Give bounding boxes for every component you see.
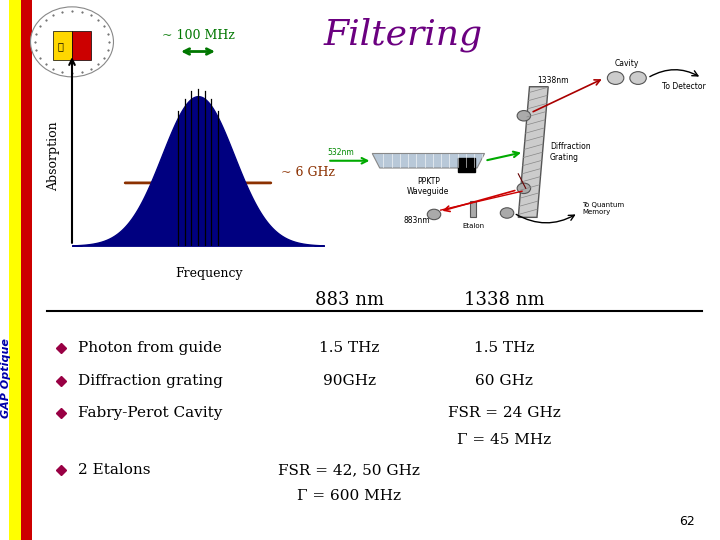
Polygon shape — [372, 153, 485, 168]
Bar — [459, 158, 475, 172]
Text: 883nm: 883nm — [404, 216, 431, 225]
Bar — [469, 201, 477, 217]
Text: 1.5 THz: 1.5 THz — [474, 341, 534, 355]
Circle shape — [517, 183, 531, 193]
Text: FSR = 24 GHz: FSR = 24 GHz — [448, 406, 560, 420]
Text: 532nm: 532nm — [328, 147, 354, 157]
Bar — [21, 0, 32, 540]
Text: 1338nm: 1338nm — [537, 77, 569, 85]
Text: GAP Optique: GAP Optique — [1, 338, 11, 418]
Text: 90GHz: 90GHz — [323, 374, 376, 388]
Polygon shape — [53, 31, 72, 60]
Polygon shape — [72, 31, 91, 60]
Text: Absorption: Absorption — [48, 121, 60, 191]
Text: Filtering: Filtering — [323, 18, 483, 52]
Polygon shape — [518, 87, 548, 217]
Text: To Quantum
Memory: To Quantum Memory — [582, 202, 624, 215]
Text: Photon from guide: Photon from guide — [78, 341, 222, 355]
Text: 1338 nm: 1338 nm — [464, 291, 544, 309]
Text: PPKTP
Waveguide: PPKTP Waveguide — [408, 177, 449, 196]
Text: 🦅: 🦅 — [58, 41, 63, 51]
Circle shape — [630, 72, 647, 84]
Text: 883 nm: 883 nm — [315, 291, 384, 309]
Text: To Detector: To Detector — [662, 82, 706, 91]
Text: 62: 62 — [679, 515, 695, 528]
Circle shape — [608, 72, 624, 84]
Text: 1.5 THz: 1.5 THz — [319, 341, 379, 355]
Text: Frequency: Frequency — [175, 267, 243, 280]
Text: 60 GHz: 60 GHz — [475, 374, 533, 388]
Text: ~ 6 GHz: ~ 6 GHz — [281, 166, 335, 179]
Text: Cavity: Cavity — [615, 59, 639, 68]
Bar — [9, 0, 21, 540]
Text: Γ = 600 MHz: Γ = 600 MHz — [297, 489, 401, 503]
Circle shape — [30, 7, 114, 77]
Text: Etalon: Etalon — [462, 223, 485, 229]
Text: Diffraction grating: Diffraction grating — [78, 374, 222, 388]
Text: Diffraction
Grating: Diffraction Grating — [550, 143, 590, 162]
Text: ~ 100 MHz: ~ 100 MHz — [161, 29, 235, 42]
Text: 2 Etalons: 2 Etalons — [78, 463, 150, 477]
Text: Fabry-Perot Cavity: Fabry-Perot Cavity — [78, 406, 222, 420]
Circle shape — [517, 111, 531, 121]
Text: Γ = 45 MHz: Γ = 45 MHz — [457, 433, 551, 447]
Circle shape — [427, 209, 441, 220]
Text: FSR = 42, 50 GHz: FSR = 42, 50 GHz — [278, 463, 420, 477]
Circle shape — [500, 208, 514, 218]
